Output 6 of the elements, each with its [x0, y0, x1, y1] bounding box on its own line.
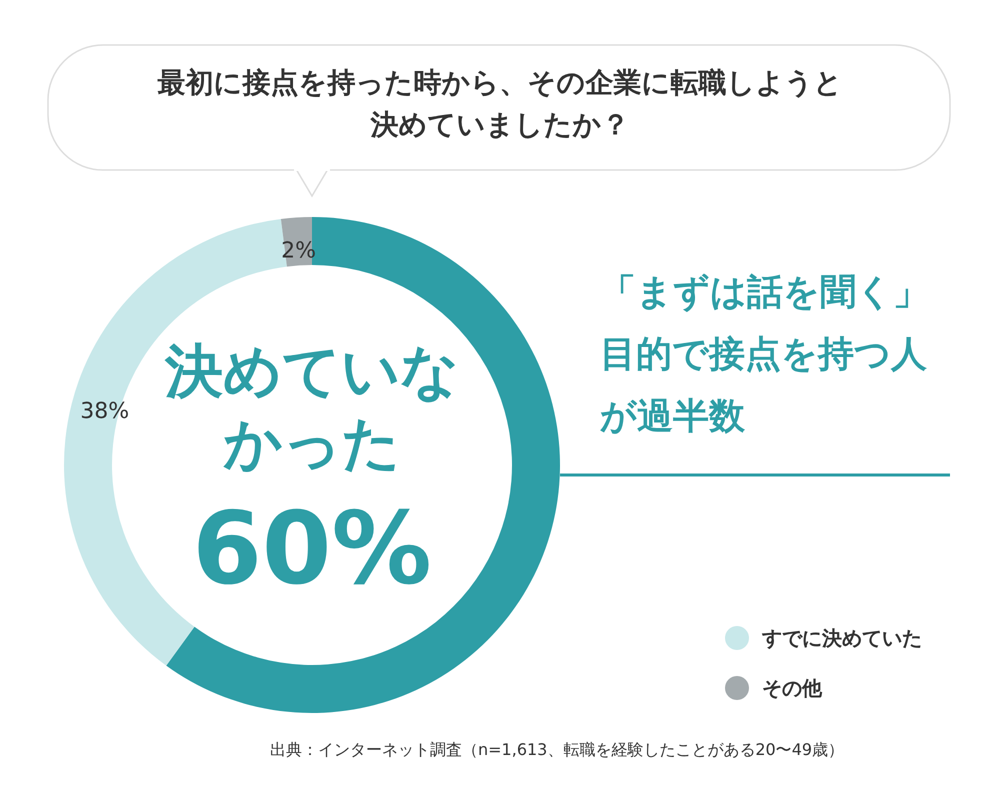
- centre-label: 決めていなかった: [164, 336, 460, 479]
- annotation: 出典：インターネット調査（n=1,613、転職を経験したことがある20〜49歳）: [270, 740, 844, 761]
- centre-value: 60%: [191, 490, 433, 607]
- title: 最初に接点を持った時から、その企業に転職しようと決めていましたか？: [156, 65, 844, 143]
- annotation: 「まずは話を聞く」目的で接点を持つ人が過半数: [600, 271, 930, 439]
- data-label: 38%: [80, 398, 130, 424]
